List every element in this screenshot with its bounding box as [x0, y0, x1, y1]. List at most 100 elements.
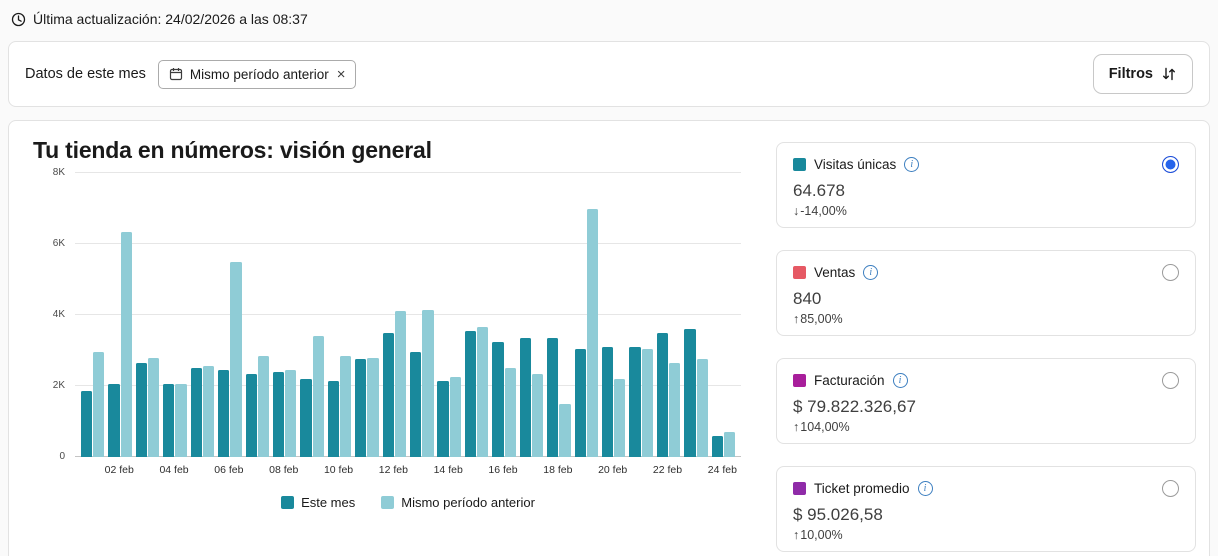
legend-swatch — [281, 496, 295, 509]
metric-label: Facturación — [814, 373, 885, 388]
metric-radio[interactable] — [1162, 480, 1179, 497]
bar-current-month[interactable] — [519, 338, 531, 457]
metric-radio[interactable] — [1162, 156, 1179, 173]
y-axis: 0 2K 4K 6K 8K — [33, 167, 69, 462]
bar-previous-period[interactable] — [202, 366, 215, 457]
page-title: Tu tienda en números: visión general — [33, 137, 432, 163]
bar-current-month[interactable] — [410, 352, 422, 457]
metric-delta: ↑ 10,00% — [793, 528, 843, 542]
chart-legend: Este mes Mismo período anterior — [75, 495, 741, 510]
bar-current-month[interactable] — [135, 362, 148, 457]
bar-current-month[interactable] — [574, 348, 586, 457]
comparison-chip[interactable]: Mismo período anterior × — [157, 59, 357, 89]
metric-radio[interactable] — [1162, 264, 1179, 281]
x-axis-tick: 12 feb — [378, 464, 408, 476]
x-axis-tick: 08 feb — [269, 464, 299, 476]
bar-current-month[interactable] — [547, 338, 559, 457]
bar-current-month[interactable] — [355, 359, 367, 457]
gridline — [75, 314, 741, 315]
bar-current-month[interactable] — [492, 341, 504, 457]
bar-current-month[interactable] — [245, 373, 257, 457]
legend-item[interactable]: Mismo período anterior — [381, 495, 535, 510]
metric-card[interactable]: Ventas i 840 ↑ 85,00% — [776, 250, 1196, 336]
metric-card[interactable]: Ticket promedio i $ 95.026,58 ↑ 10,00% — [776, 466, 1196, 552]
bar-previous-period[interactable] — [148, 357, 160, 457]
bar-current-month[interactable] — [327, 380, 340, 457]
bar-current-month[interactable] — [684, 329, 696, 457]
gridline — [75, 385, 741, 386]
bar-previous-period[interactable] — [586, 208, 599, 457]
chip-close-icon[interactable]: × — [336, 65, 346, 83]
metric-label: Ventas — [814, 265, 856, 280]
info-icon[interactable]: i — [904, 157, 920, 172]
filters-button[interactable]: Filtros — [1092, 54, 1193, 94]
bar-previous-period[interactable] — [93, 352, 105, 457]
bar-current-month[interactable] — [602, 346, 614, 457]
x-axis-tick: 18 feb — [543, 464, 573, 476]
x-axis-tick — [243, 464, 269, 476]
metric-card[interactable]: Facturación i $ 79.822.326,67 ↑ 104,00% — [776, 358, 1196, 444]
bar-previous-period[interactable] — [641, 348, 653, 457]
bar-group — [161, 173, 188, 457]
bar-current-month[interactable] — [656, 332, 669, 457]
bar-current-month[interactable] — [437, 380, 449, 457]
metric-color-swatch — [793, 374, 806, 387]
bar-current-month[interactable] — [711, 435, 723, 457]
bar-previous-period[interactable] — [120, 231, 132, 457]
bar-previous-period[interactable] — [504, 368, 516, 457]
bar-current-month[interactable] — [218, 370, 230, 457]
bar-previous-period[interactable] — [422, 309, 434, 457]
bar-group — [244, 173, 271, 457]
x-axis-tick: 06 feb — [214, 464, 244, 476]
bar-previous-period[interactable] — [449, 377, 461, 457]
bar-previous-period[interactable] — [257, 355, 269, 457]
bar-previous-period[interactable] — [559, 403, 571, 457]
trend-up-arrow-icon: ↑ — [793, 312, 800, 326]
legend-label: Mismo período anterior — [401, 495, 535, 510]
bar-previous-period[interactable] — [614, 378, 626, 457]
bar-current-month[interactable] — [464, 330, 477, 457]
info-icon[interactable]: i — [917, 481, 933, 496]
bar-previous-period[interactable] — [696, 359, 708, 457]
trend-up-arrow-icon: ↑ — [793, 420, 800, 434]
bar-previous-period[interactable] — [285, 370, 297, 457]
bar-previous-period[interactable] — [367, 357, 379, 457]
trend-up-arrow-icon: ↑ — [793, 528, 800, 542]
bar-previous-period[interactable] — [531, 373, 544, 457]
bar-group — [600, 173, 627, 457]
bar-current-month[interactable] — [108, 384, 120, 457]
info-icon[interactable]: i — [892, 373, 908, 388]
bar-previous-period[interactable] — [394, 311, 407, 457]
bar-previous-period[interactable] — [340, 355, 352, 457]
bar-current-month[interactable] — [629, 346, 641, 457]
bar-group — [353, 173, 380, 457]
bar-group — [298, 173, 325, 457]
bar-group — [655, 173, 682, 457]
bar-group — [79, 173, 106, 457]
bar-group — [710, 173, 737, 457]
bar-previous-period[interactable] — [723, 432, 736, 457]
y-axis-tick: 6K — [52, 238, 65, 249]
bar-current-month[interactable] — [81, 391, 93, 457]
metric-color-swatch — [793, 158, 806, 171]
bar-current-month[interactable] — [190, 368, 202, 457]
y-axis-tick: 4K — [52, 309, 65, 320]
bar-group — [490, 173, 517, 457]
bar-previous-period[interactable] — [230, 261, 242, 457]
bar-previous-period[interactable] — [312, 336, 324, 457]
metric-radio[interactable] — [1162, 372, 1179, 389]
bar-previous-period[interactable] — [477, 327, 489, 457]
bar-current-month[interactable] — [382, 332, 394, 457]
x-axis-tick — [463, 464, 489, 476]
x-axis-tick: 04 feb — [159, 464, 189, 476]
legend-item[interactable]: Este mes — [281, 495, 355, 510]
metric-card[interactable]: Visitas únicas i 64.678 ↓ -14,00% — [776, 142, 1196, 228]
info-icon[interactable]: i — [863, 265, 879, 280]
bar-current-month[interactable] — [272, 371, 285, 457]
bar-current-month[interactable] — [300, 378, 312, 457]
bar-current-month[interactable] — [163, 384, 175, 457]
bar-previous-period[interactable] — [175, 384, 187, 457]
x-axis-tick: 14 feb — [433, 464, 463, 476]
bar-previous-period[interactable] — [669, 362, 681, 457]
x-axis: 02 feb 04 feb 06 feb 08 feb 10 feb 12 feb 14 f… — [75, 464, 741, 476]
